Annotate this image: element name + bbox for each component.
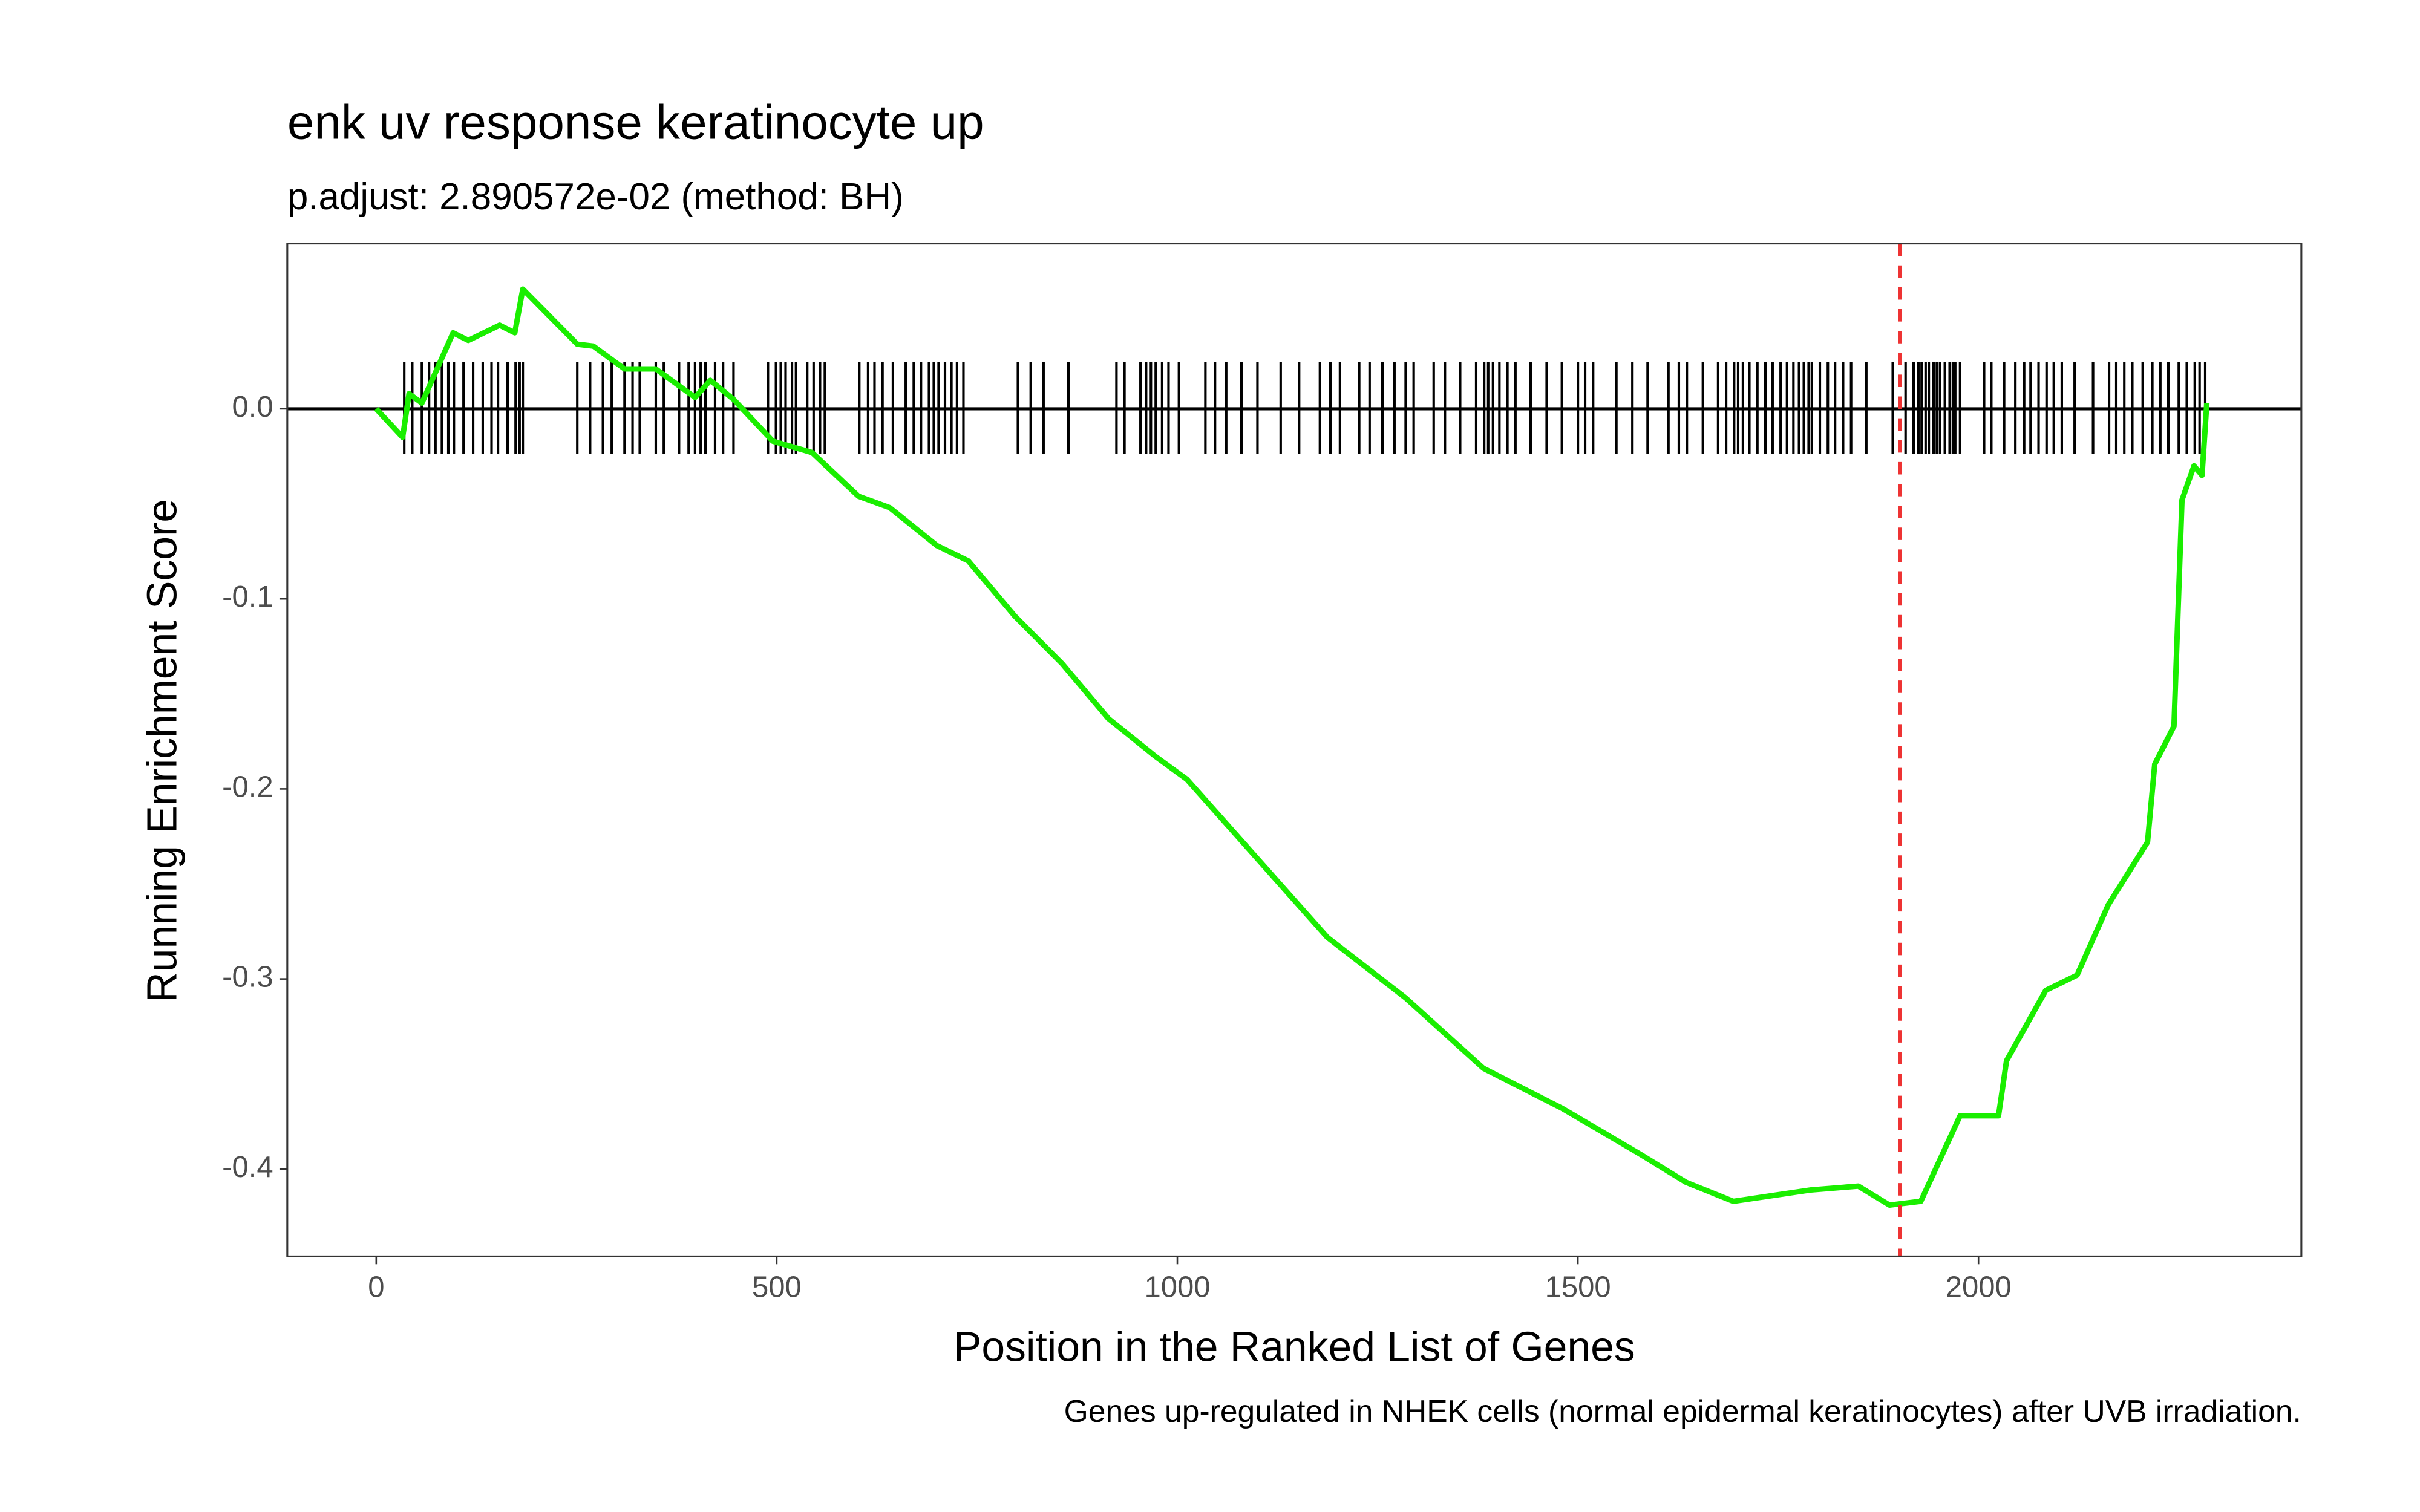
y-tick-label: 0.0	[232, 391, 273, 423]
x-tick-label: 500	[752, 1271, 802, 1304]
chart-subtitle: p.adjust: 2.890572e-02 (method: BH)	[287, 176, 904, 218]
y-axis-title: Running Enrichment Score	[139, 499, 186, 1002]
x-tick-label: 1000	[1144, 1271, 1210, 1304]
x-tick-label: 0	[368, 1271, 384, 1304]
chart-title: enk uv response keratinocyte up	[287, 96, 984, 149]
enrichment-line	[374, 286, 2210, 1208]
x-axis-title: Position in the Ranked List of Genes	[953, 1323, 1635, 1370]
y-tick-label: -0.2	[222, 771, 273, 803]
y-tick-label: -0.4	[222, 1151, 273, 1184]
x-tick-label: 1500	[1545, 1271, 1611, 1304]
y-tick-label: -0.3	[222, 961, 273, 994]
x-tick-label: 2000	[1946, 1271, 2012, 1304]
caption: Genes up-regulated in NHEK cells (normal…	[1064, 1393, 2301, 1429]
panel-border	[286, 243, 2303, 1257]
y-tick-label: -0.1	[222, 581, 273, 613]
